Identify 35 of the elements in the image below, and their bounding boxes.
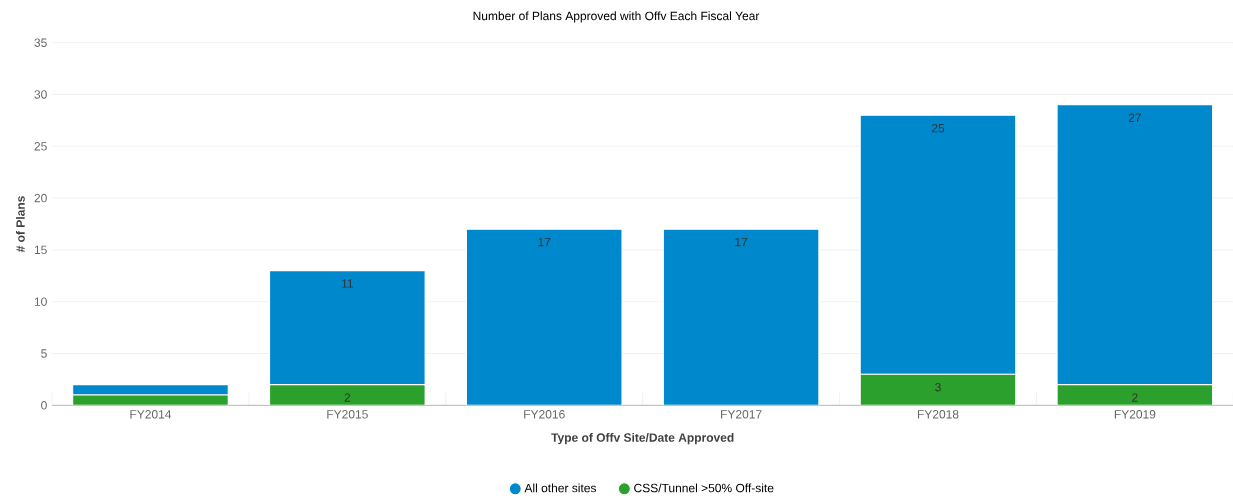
bar [269, 384, 426, 406]
y-tick-label: 25 [34, 142, 47, 151]
bar [1056, 384, 1214, 406]
bar [859, 373, 1017, 406]
data-label: 17 [735, 237, 748, 247]
x-tick-label: FY2015 [327, 410, 368, 419]
y-tick-label: 35 [34, 38, 47, 47]
data-label: 25 [931, 123, 945, 133]
data-label: 27 [1128, 113, 1141, 122]
legend-label: All other sites [524, 483, 597, 493]
chart-title: Number of Plans Approved with Offv Each Fiscal Year [473, 11, 760, 23]
data-label: 2 [1132, 393, 1138, 402]
x-tick-label: FY2019 [1114, 410, 1156, 419]
y-tick-label: 0 [41, 401, 47, 410]
data-label: 2 [344, 393, 351, 402]
x-tick-label: FY2017 [721, 410, 762, 419]
x-tick-label: FY2018 [917, 410, 959, 419]
bar [859, 114, 1017, 375]
x-tick-label: FY2014 [130, 410, 172, 419]
bar [269, 270, 426, 386]
y-tick-label: 5 [41, 349, 47, 358]
data-label: 3 [935, 382, 941, 392]
x-tick-label: FY2016 [524, 410, 565, 419]
y-tick-label: 10 [34, 297, 47, 306]
legend-label: CSS/Tunnel >50% Off-site [634, 483, 774, 493]
bar [662, 228, 820, 406]
data-label: 17 [538, 237, 551, 247]
y-tick-label: 30 [34, 90, 47, 99]
y-tick-label: 20 [34, 193, 47, 203]
x-axis-title: Type of Offv Site/Date Approved [551, 433, 734, 445]
y-tick-label: 15 [34, 245, 47, 255]
y-axis-title: # of Plans [15, 196, 25, 253]
bar [465, 228, 623, 406]
data-label: 11 [342, 279, 353, 288]
bar [1056, 104, 1214, 386]
